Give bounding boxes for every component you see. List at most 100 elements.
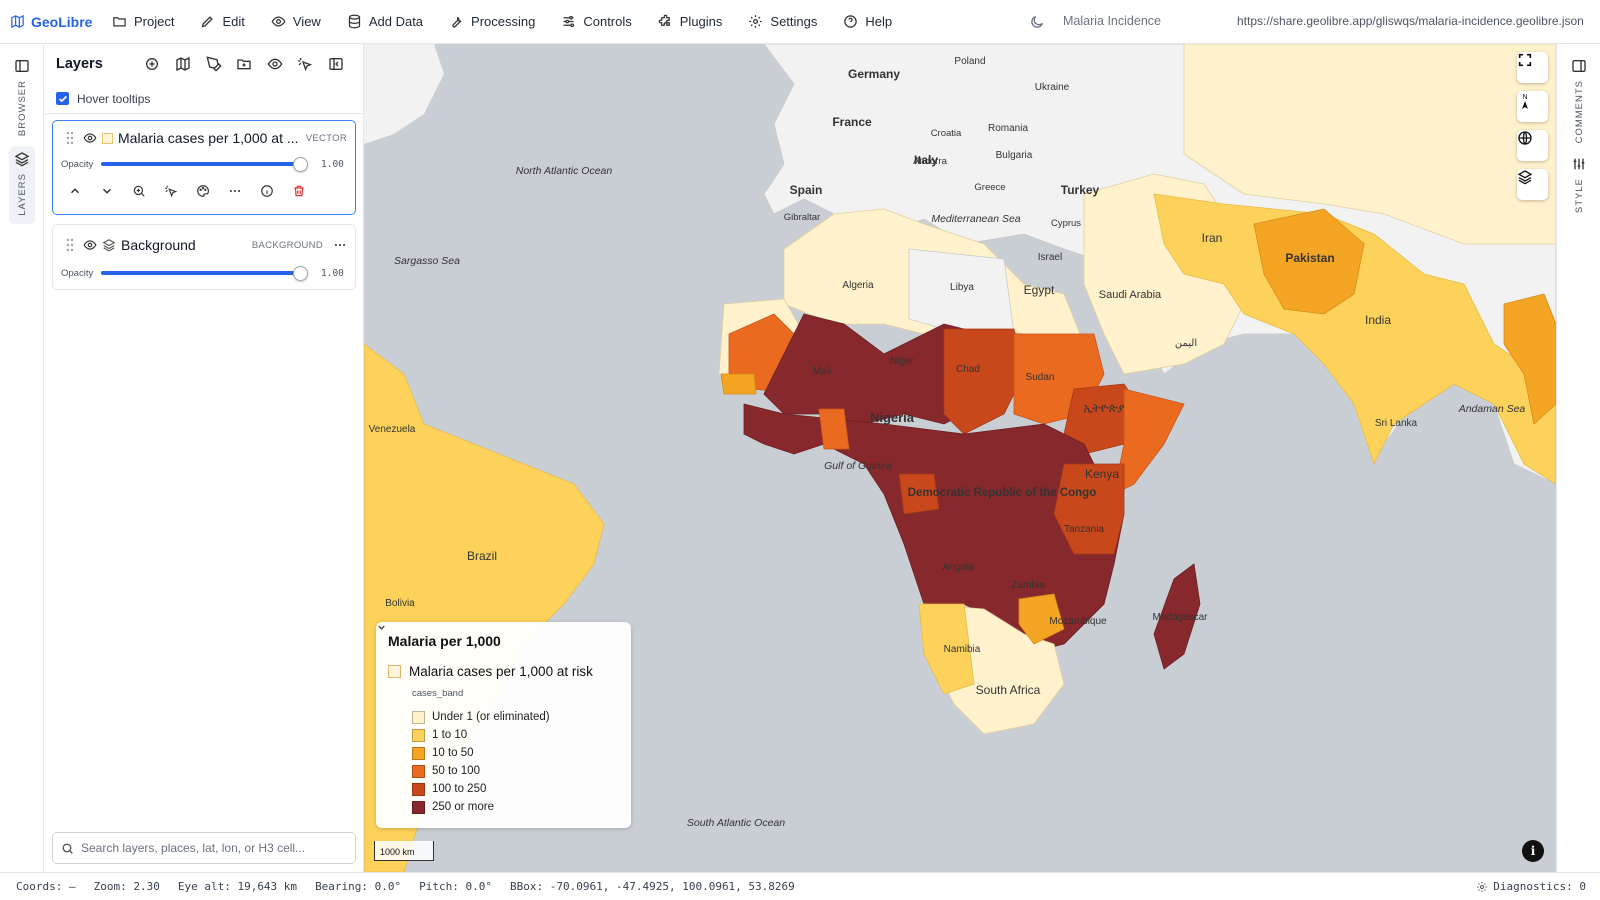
country-label: Croatia [931,128,962,139]
menu-settings[interactable]: Settings [738,0,833,44]
land-gabon [898,473,940,515]
opacity-thumb[interactable] [293,266,308,281]
layer-type: VECTOR [305,132,347,144]
map-canvas[interactable]: North Atlantic Ocean Sargasso Sea Medite… [364,44,1556,872]
add-layer-button[interactable] [137,50,168,78]
country-label: Egypt [1024,283,1055,297]
ocean-label: Mediterranean Sea [931,213,1020,225]
globe-button[interactable] [1517,130,1548,161]
legend-layer-swatch [388,665,401,678]
panel-left-icon [15,60,29,72]
layer-visibility-icon[interactable] [83,238,97,252]
app-brand[interactable]: GeoLibre [0,14,102,30]
layer-card-background[interactable]: Background BACKGROUND Opacity 1.00 [52,224,356,290]
ocean-label: South Atlantic Ocean [687,817,785,829]
basemap-button[interactable] [168,50,199,78]
identify-button[interactable] [155,178,187,204]
diagnostics-button[interactable]: Diagnostics: 0 [1476,880,1586,893]
country-label: Libya [950,282,974,293]
check-icon [58,95,67,102]
country-label: Romania [988,123,1028,134]
menu-help[interactable]: Help [833,0,908,44]
compass-button[interactable]: N [1517,91,1548,122]
menu-controls[interactable]: Controls [551,0,647,44]
share-url[interactable]: https://share.geolibre.app/gliswqs/malar… [1237,14,1584,28]
layers-panel-title: Layers [56,56,103,72]
menu-processing[interactable]: Processing [439,0,551,44]
layers-icon [102,239,116,252]
country-label: Bulgaria [996,150,1033,161]
sliders-icon [1573,158,1585,170]
drag-handle-icon[interactable] [65,238,75,252]
country-label: Sudan [1026,372,1055,383]
legend-item-label: 100 to 250 [432,783,487,795]
country-label: Venezuela [369,424,416,435]
draw-button[interactable] [198,50,229,78]
opacity-slider[interactable] [101,157,308,172]
ocean-label: Andaman Sea [1458,403,1526,415]
layer-card-malaria[interactable]: Malaria cases per 1,000 at ... VECTOR Op… [52,120,356,215]
opacity-label: Opacity [61,158,94,170]
select-features-button[interactable] [290,50,321,78]
left-rail: BROWSER LAYERS [0,44,44,872]
legend-title: Malaria per 1,000 [388,633,501,649]
layer-search[interactable] [52,832,356,864]
country-label: Sri Lanka [1375,418,1418,429]
hover-tooltips-checkbox[interactable] [56,92,69,105]
legend-header[interactable]: Malaria per 1,000 [378,625,619,652]
basemap[interactable]: North Atlantic Ocean Sargasso Sea Medite… [364,44,1556,872]
legend-swatch [412,800,425,814]
more-horizontal-icon[interactable] [333,238,347,252]
comments-tab[interactable]: COMMENTS [1566,58,1592,143]
search-input[interactable] [81,841,341,855]
country-label: Germany [848,67,900,81]
zoom-to-layer-button[interactable] [123,178,155,204]
menu-project[interactable]: Project [102,0,190,44]
opacity-slider[interactable] [101,266,308,281]
comments-tab-label: COMMENTS [1573,80,1585,144]
moon-icon[interactable] [1029,14,1045,30]
more-horizontal-icon [229,189,241,193]
menu-plugins[interactable]: Plugins [648,0,739,44]
delete-layer-button[interactable] [283,178,315,204]
move-down-button[interactable] [91,178,123,204]
menu-view[interactable]: View [261,0,337,44]
layer-visibility-icon[interactable] [83,131,97,145]
move-up-button[interactable] [59,178,91,204]
layer-info-button[interactable] [251,178,283,204]
style-button[interactable] [187,178,219,204]
ocean-label: Sargasso Sea [394,255,460,267]
drag-handle-icon[interactable] [65,131,75,145]
visibility-button[interactable] [259,50,290,78]
menu-add-data[interactable]: Add Data [337,0,439,44]
trash-icon [294,185,304,197]
opacity-fill [101,271,301,275]
fullscreen-button[interactable] [1517,52,1548,83]
layer-name[interactable]: Malaria cases per 1,000 at ... [118,130,299,146]
style-tab[interactable]: STYLE [1566,156,1592,213]
hover-tooltips-toggle[interactable]: Hover tooltips [44,84,363,114]
legend-item-label: Under 1 (or eliminated) [432,711,550,723]
info-icon [261,185,273,197]
menu-edit[interactable]: Edit [190,0,260,44]
hover-tooltips-label: Hover tooltips [77,91,151,106]
opacity-row: Opacity 1.00 [53,263,355,283]
land-zimbabwe [1018,593,1065,645]
country-label: Mozambique [1049,616,1107,627]
layers-tab[interactable]: LAYERS [9,146,35,224]
country-label: Ukraine [1035,82,1070,93]
opacity-thumb[interactable] [293,157,308,172]
attribution-info-button[interactable]: i [1522,840,1544,862]
puzzle-icon [658,14,670,26]
chevron-down-icon[interactable] [376,622,387,633]
more-button[interactable] [219,178,251,204]
layer-name[interactable]: Background [121,237,196,253]
legend-item-label: 250 or more [432,801,495,813]
legend-layer-name: Malaria cases per 1,000 at risk [409,664,593,679]
add-group-button[interactable] [229,50,260,78]
layers-stack-button[interactable] [1517,169,1548,200]
legend-swatch [412,710,425,724]
collapse-panel-button[interactable] [320,50,351,78]
legend-field: cases_band [412,688,464,699]
browser-tab[interactable]: BROWSER [9,58,35,136]
